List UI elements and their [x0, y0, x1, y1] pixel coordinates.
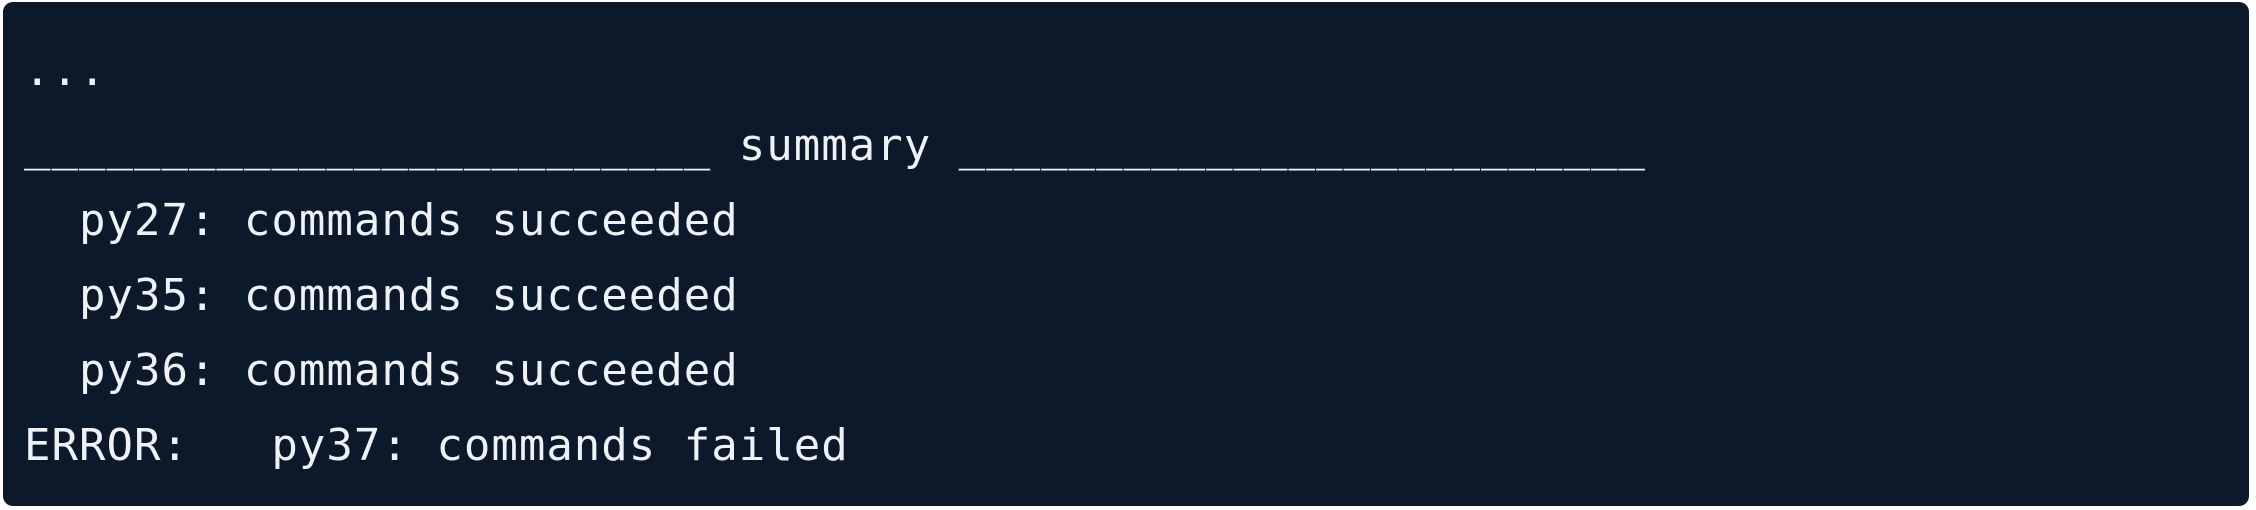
py36-result-line: py36: commands succeeded: [24, 345, 739, 396]
terminal-output-panel: ... _________________________ summary __…: [3, 2, 2249, 506]
py37-error-line: ERROR: py37: commands failed: [24, 420, 849, 471]
ellipsis-line: ...: [24, 45, 107, 96]
py35-result-line: py35: commands succeeded: [24, 270, 739, 321]
summary-header-line: _________________________ summary ______…: [24, 120, 1646, 171]
py27-result-line: py27: commands succeeded: [24, 195, 739, 246]
